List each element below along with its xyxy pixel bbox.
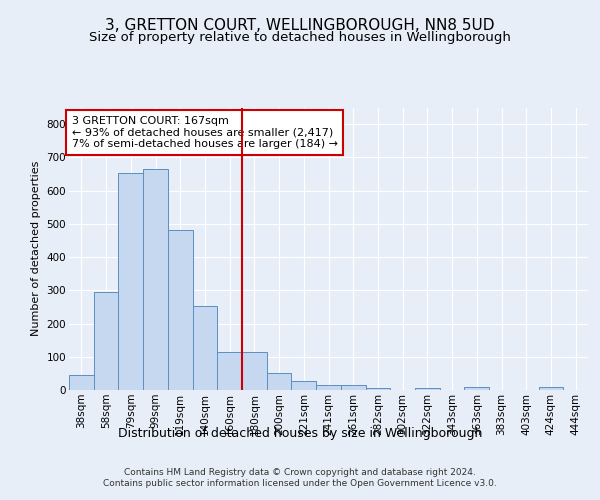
Bar xyxy=(316,384,341,390)
Bar xyxy=(267,374,292,390)
Bar xyxy=(415,388,440,390)
Bar xyxy=(341,385,365,390)
Bar xyxy=(168,230,193,390)
Text: Size of property relative to detached houses in Wellingborough: Size of property relative to detached ho… xyxy=(89,31,511,44)
Bar xyxy=(242,352,267,390)
Bar xyxy=(118,173,143,390)
Bar xyxy=(217,352,242,390)
Text: 3, GRETTON COURT, WELLINGBOROUGH, NN8 5UD: 3, GRETTON COURT, WELLINGBOROUGH, NN8 5U… xyxy=(105,18,495,32)
Bar xyxy=(464,388,489,390)
Text: Contains HM Land Registry data © Crown copyright and database right 2024.
Contai: Contains HM Land Registry data © Crown c… xyxy=(103,468,497,487)
Text: Distribution of detached houses by size in Wellingborough: Distribution of detached houses by size … xyxy=(118,428,482,440)
Bar xyxy=(94,292,118,390)
Bar xyxy=(292,380,316,390)
Bar xyxy=(143,169,168,390)
Y-axis label: Number of detached properties: Number of detached properties xyxy=(31,161,41,336)
Text: 3 GRETTON COURT: 167sqm
← 93% of detached houses are smaller (2,417)
7% of semi-: 3 GRETTON COURT: 167sqm ← 93% of detache… xyxy=(71,116,338,149)
Bar xyxy=(539,388,563,390)
Bar xyxy=(365,388,390,390)
Bar xyxy=(69,375,94,390)
Bar xyxy=(193,306,217,390)
